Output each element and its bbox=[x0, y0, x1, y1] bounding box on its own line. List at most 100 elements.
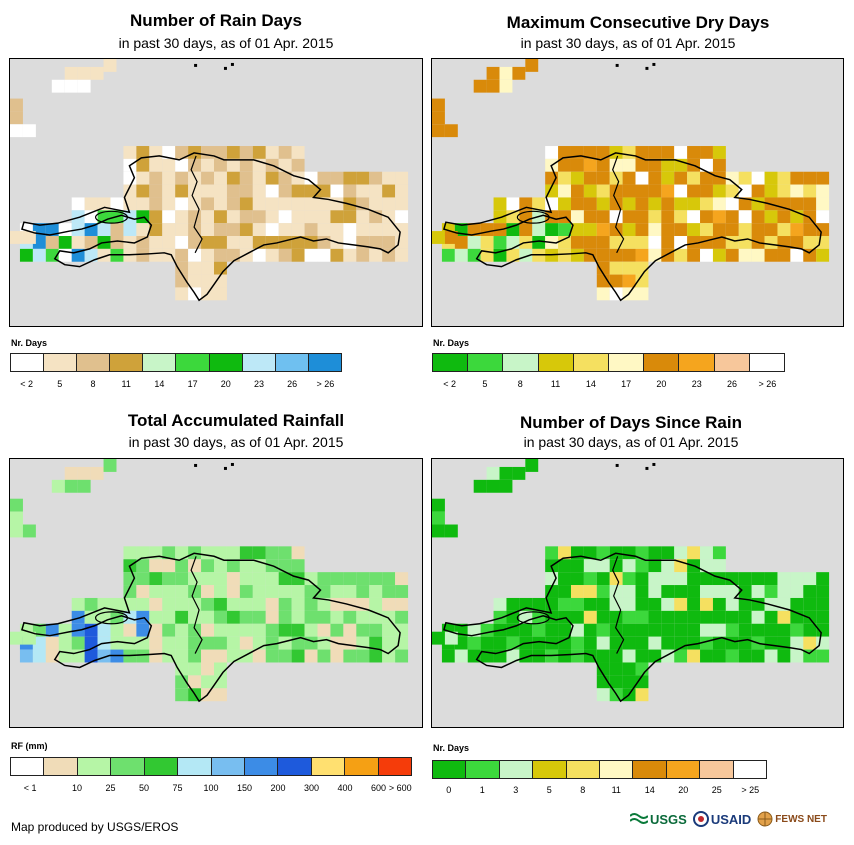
legend-color-bar bbox=[10, 757, 412, 776]
map-cell bbox=[382, 636, 396, 650]
map-cell bbox=[317, 223, 331, 237]
map-cell bbox=[19, 649, 33, 663]
map-cell bbox=[330, 572, 344, 586]
map-cell bbox=[712, 236, 726, 249]
map-cell bbox=[149, 572, 163, 586]
legend-swatch bbox=[468, 354, 504, 371]
map-cell bbox=[188, 636, 202, 650]
legend-label: 400 bbox=[337, 783, 353, 793]
map-cell bbox=[123, 610, 137, 624]
map-cell bbox=[10, 111, 23, 125]
map-cell bbox=[123, 210, 137, 224]
map-cell bbox=[84, 223, 98, 237]
map-cell bbox=[252, 610, 266, 624]
map-cell bbox=[506, 197, 520, 211]
map-cell bbox=[162, 623, 176, 637]
map-cell bbox=[330, 649, 344, 663]
map-cell bbox=[214, 197, 227, 211]
map-cell bbox=[291, 184, 305, 198]
map-cell bbox=[162, 146, 176, 159]
usaid-logo: USAID bbox=[692, 811, 751, 827]
map-cell bbox=[648, 210, 662, 224]
legend-swatch bbox=[566, 761, 601, 778]
map-cell bbox=[175, 146, 189, 159]
map-cell bbox=[790, 597, 804, 611]
legend-swatch bbox=[11, 354, 45, 371]
map-cell bbox=[239, 146, 253, 159]
map-cell bbox=[291, 171, 305, 185]
map-cell bbox=[648, 559, 662, 573]
map-cell bbox=[239, 546, 253, 560]
legend-label: < 1 bbox=[23, 783, 37, 793]
legend-swatch bbox=[143, 354, 177, 371]
map-cell bbox=[22, 124, 36, 138]
map-cell bbox=[493, 597, 507, 611]
map-cell bbox=[201, 585, 215, 598]
map-cell bbox=[226, 146, 240, 159]
map-cell bbox=[175, 287, 189, 301]
map-cell bbox=[635, 597, 649, 611]
legend-title: Nr. Days bbox=[11, 338, 48, 348]
map-cell bbox=[304, 610, 318, 624]
map-cell bbox=[687, 223, 701, 237]
map-cell bbox=[519, 197, 533, 211]
map-cell bbox=[201, 675, 215, 689]
map-cell bbox=[583, 597, 597, 611]
map-cell bbox=[545, 210, 559, 224]
map-cell bbox=[725, 597, 739, 611]
legend-swatch bbox=[275, 354, 309, 371]
map-cell bbox=[738, 210, 752, 224]
map-cell bbox=[700, 649, 713, 663]
map-cell bbox=[558, 636, 571, 650]
map-cell bbox=[635, 210, 649, 224]
map-cell bbox=[751, 610, 765, 624]
map-cell bbox=[136, 636, 150, 650]
legend-label: 5 bbox=[57, 379, 63, 389]
map-cell bbox=[201, 662, 215, 676]
legend-label: 14 bbox=[585, 379, 596, 389]
map-cell bbox=[738, 623, 752, 637]
map-cell bbox=[790, 572, 804, 586]
map-cell bbox=[369, 236, 383, 249]
islet bbox=[615, 63, 619, 67]
map-cell bbox=[738, 248, 752, 262]
map-cell bbox=[648, 146, 662, 159]
map-credit: Map produced by USGS/EROS bbox=[11, 820, 179, 834]
map-cell bbox=[532, 597, 546, 611]
map-cell bbox=[635, 287, 649, 301]
dry-days-map bbox=[431, 58, 844, 327]
map-cell bbox=[674, 171, 688, 185]
legend-swatch bbox=[600, 761, 634, 778]
map-cell bbox=[712, 197, 726, 211]
map-cell bbox=[252, 210, 266, 224]
map-cell bbox=[790, 623, 804, 637]
map-cell bbox=[188, 675, 202, 689]
map-cell bbox=[123, 146, 137, 159]
map-cell bbox=[751, 197, 765, 211]
legend-color-bar bbox=[10, 353, 342, 372]
map-cell bbox=[45, 636, 59, 650]
map-cell bbox=[622, 274, 636, 288]
map-cell bbox=[265, 610, 279, 624]
map-cell bbox=[382, 236, 396, 249]
map-cell bbox=[45, 623, 59, 637]
map-cell bbox=[596, 236, 610, 249]
map-cell bbox=[201, 636, 215, 650]
panel-title: Number of Rain Days bbox=[130, 11, 302, 30]
map-cell bbox=[570, 210, 584, 224]
map-cell bbox=[382, 585, 396, 598]
map-cell bbox=[712, 585, 726, 598]
map-cell bbox=[395, 610, 409, 624]
legend-swatch bbox=[110, 354, 144, 371]
map-cell bbox=[803, 623, 817, 637]
map-cell bbox=[175, 236, 189, 249]
map-cell bbox=[725, 223, 739, 237]
map-cell bbox=[583, 546, 597, 560]
map-cell bbox=[123, 623, 137, 637]
fews-net-logo: FEWS NET bbox=[757, 811, 827, 827]
map-cell bbox=[382, 223, 396, 237]
map-cell bbox=[596, 223, 610, 237]
map-cell bbox=[356, 649, 370, 663]
gonave-island bbox=[516, 611, 550, 625]
map-cell bbox=[570, 572, 584, 586]
